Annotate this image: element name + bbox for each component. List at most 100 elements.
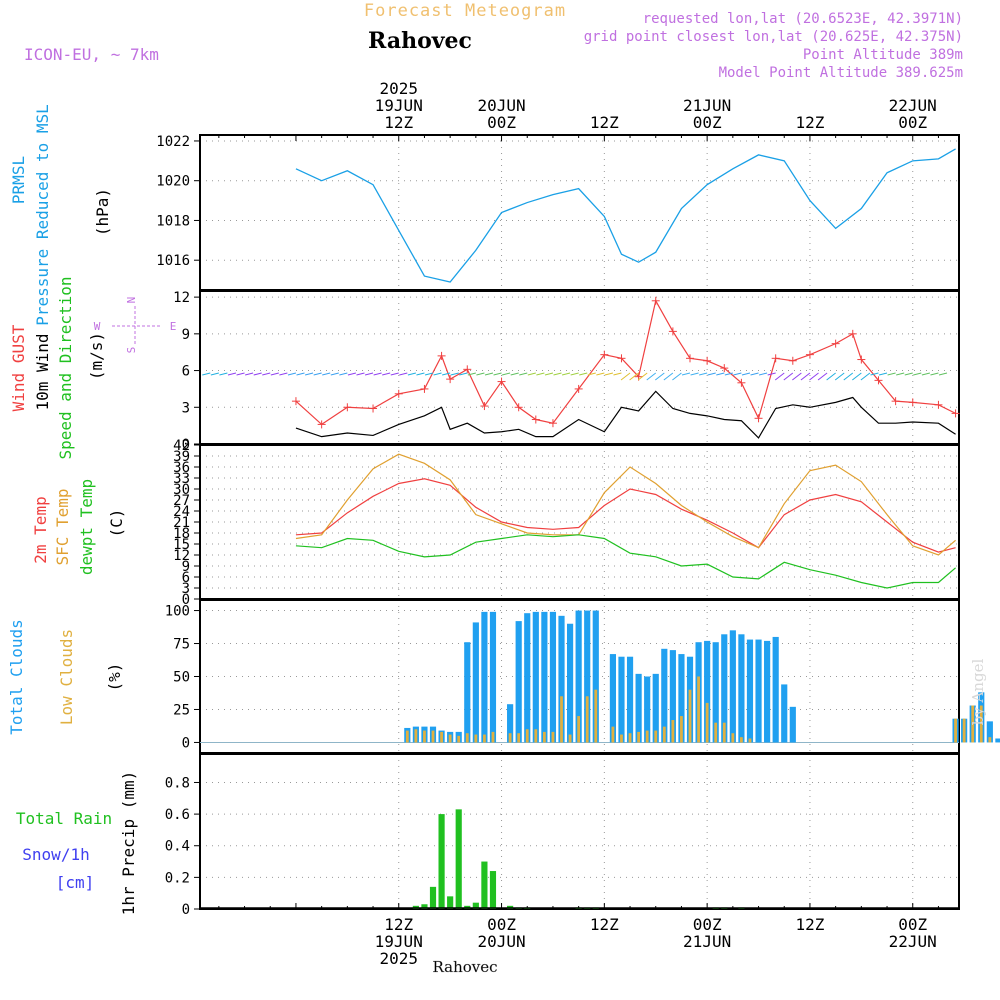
total-clouds-bar [995, 738, 1000, 743]
wind-direction-arrow [424, 372, 434, 376]
y-tick-label: 33 [173, 471, 190, 487]
wind-direction-arrow [646, 372, 657, 381]
wind-direction-arrow [253, 372, 262, 376]
low-clouds-bar [705, 702, 709, 743]
watermark: by Angel [969, 658, 987, 725]
bottom-time-label: 00Z [487, 915, 516, 934]
total-clouds-bar [592, 610, 599, 743]
wind-direction-arrow [356, 372, 365, 376]
wind-direction-arrow [202, 372, 211, 376]
wind-direction-arrow [887, 372, 896, 376]
wind-direction-arrow [878, 372, 888, 376]
low-clouds-bar [491, 731, 495, 743]
bottom-time-label: 12Z [384, 915, 413, 934]
total-clouds-bar [575, 610, 582, 743]
wind-direction-arrow [579, 372, 588, 376]
low-clouds-bar [457, 735, 461, 743]
low-clouds-bar [423, 730, 426, 743]
wind-direction-arrow [587, 372, 596, 376]
y-tick-label: 12 [173, 290, 190, 306]
wind-direction-arrow [493, 372, 502, 376]
low-clouds-bar [483, 734, 486, 743]
low-clouds-bar [585, 696, 589, 743]
low-clouds-bar [714, 722, 718, 743]
wind-direction-arrow [484, 372, 494, 376]
total-clouds-bar [712, 642, 719, 743]
wind-direction-arrow [313, 372, 322, 376]
low-clouds-bar [671, 720, 675, 743]
wind-direction-arrow [553, 372, 562, 376]
total-clouds-bar [652, 673, 659, 743]
wind-direction-arrow [604, 372, 614, 376]
total-clouds-bar [609, 654, 616, 743]
wind-direction-arrow [519, 372, 528, 376]
total-clouds-bar [669, 650, 676, 743]
low-clouds-bar [551, 731, 555, 743]
y-tick-label: 1016 [156, 253, 190, 269]
wind-direction-arrow [637, 372, 648, 381]
low-clouds-bar [440, 731, 443, 743]
wind-direction-arrow [826, 372, 836, 381]
wind-direction-arrow [262, 372, 271, 376]
wind-direction-arrow [570, 372, 579, 376]
temp-sfc-label: SFC Temp [53, 488, 72, 565]
panel-3 [194, 444, 960, 600]
point-altitude: Point Altitude 389m [803, 47, 963, 63]
y-tick-label: 6 [182, 570, 190, 586]
wind-direction-arrow [527, 372, 536, 376]
wind-direction-arrow [347, 372, 357, 376]
requested-coords: requested lon,lat (20.6523E, 42.3971N) [643, 11, 963, 27]
wind-direction-arrow [459, 372, 468, 376]
model-altitude: Model Point Altitude 389.625m [719, 65, 963, 81]
wind-direction-arrow [724, 372, 733, 376]
forecast-title: Forecast Meteogram [364, 1, 566, 21]
panel-frame [199, 134, 960, 291]
low-clouds-bar [697, 676, 700, 743]
low-clouds-bar [465, 733, 469, 743]
bottom-time-label: 12Z [590, 915, 619, 934]
dewpt-series-line [295, 534, 956, 589]
rain-bar [489, 871, 497, 909]
low-clouds-bar [988, 737, 992, 743]
wind-direction-arrow [672, 372, 682, 381]
y-tick-label: 30 [173, 482, 190, 498]
low-clouds-bar [731, 733, 735, 743]
wind-direction-arrow [852, 372, 862, 381]
low-clouds-bar [508, 733, 512, 743]
y-tick-label: 25 [173, 702, 190, 718]
bottom-time-label: 22JUN [889, 932, 937, 951]
y-tick-label: 42 [173, 438, 190, 454]
rain-bar [421, 904, 428, 909]
low-clouds-bar [722, 722, 726, 743]
bottom-time-label: 00Z [898, 915, 927, 934]
y-tick-label: 0 [182, 902, 190, 918]
y-tick-label: 18 [173, 526, 190, 542]
y-tick-label: 9 [182, 559, 190, 575]
snow-label: Snow/1h [22, 845, 89, 864]
rain-bar [472, 902, 479, 909]
wind-direction-arrow [442, 372, 451, 376]
compass-s: S [125, 347, 138, 354]
wind-direction-arrow [467, 372, 476, 376]
bottom-time-label: 00Z [693, 915, 722, 934]
low-clouds-bar [654, 730, 658, 743]
wind-direction-arrow [750, 372, 759, 376]
low-clouds-label: Low Clouds [57, 629, 76, 725]
low-clouds-bar [628, 733, 632, 743]
wind-direction-arrow [279, 372, 288, 376]
y-tick-label: 0 [182, 437, 190, 453]
panel-1 [194, 134, 960, 291]
wind-direction-arrow [843, 372, 854, 381]
total-clouds-bar [464, 642, 471, 743]
bottom-time-label: 21JUN [683, 932, 731, 951]
low-clouds-bar [611, 726, 615, 743]
wind-direction-arrow [210, 372, 219, 376]
bottom-time-label: 12Z [795, 915, 824, 934]
wind-direction-arrow [629, 372, 639, 381]
pressure-series-line [295, 148, 956, 283]
wind-direction-arrow [330, 372, 339, 376]
low-clouds-bar [517, 733, 521, 743]
temp-2m-label: 2m Temp [31, 496, 50, 563]
wind-direction-arrow [870, 372, 879, 376]
y-tick-label: 0 [182, 735, 190, 751]
